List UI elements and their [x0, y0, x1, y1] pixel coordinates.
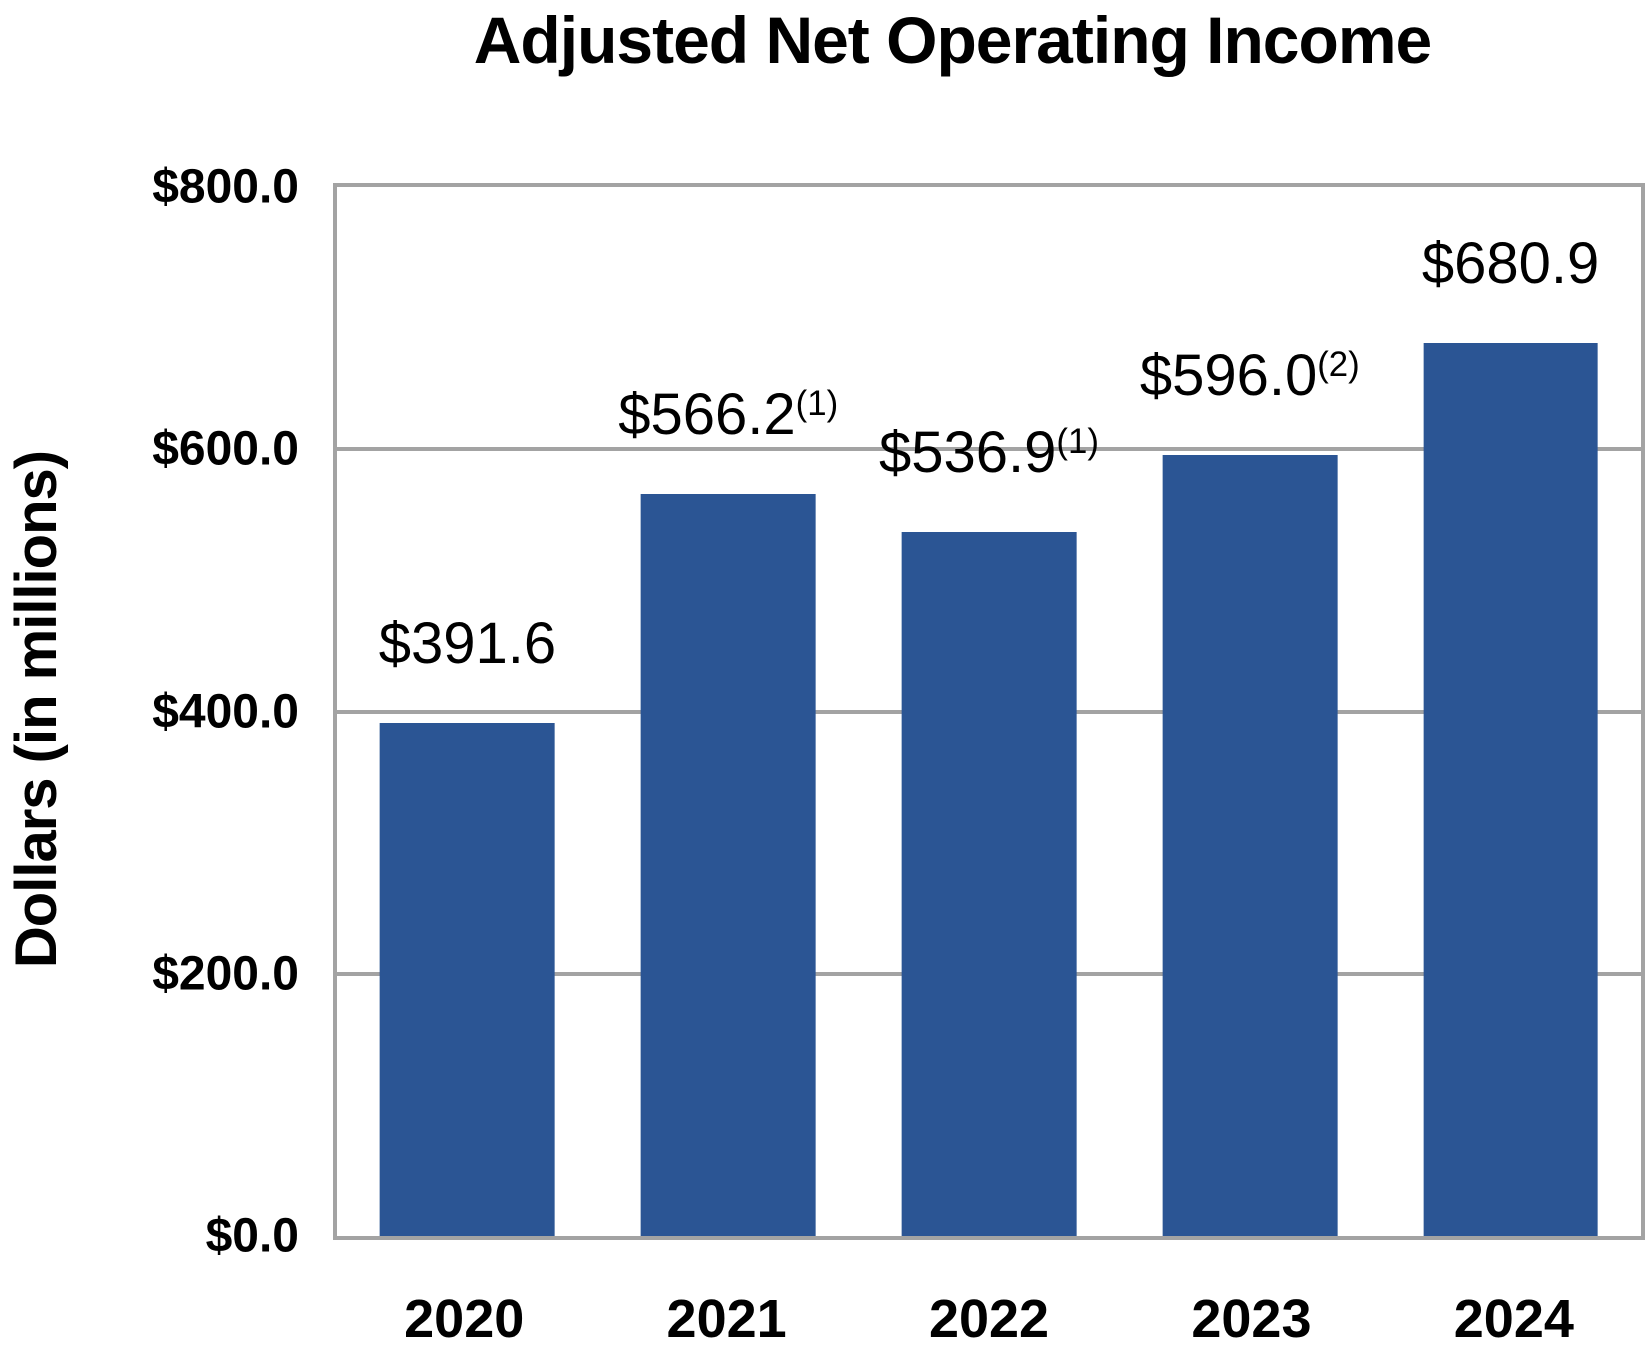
bar-2022: [901, 532, 1077, 1236]
footnote-marker: (2): [1317, 344, 1360, 384]
bar-2023: [1162, 454, 1338, 1236]
y-tick-label-0: $0.0: [205, 1209, 299, 1263]
gridline-600: [337, 447, 1641, 452]
footnote-marker: (1): [1056, 421, 1099, 461]
bar-2021: [640, 493, 816, 1236]
plot-area: $391.6 $566.2(1) $536.9(1) $596.0(2) $680.9 …: [152, 161, 1645, 1263]
x-axis-labels: 2020 2021 2022 2023 2024: [333, 1288, 1645, 1350]
x-tick-label-2023: 2023: [1191, 1289, 1312, 1349]
y-tick-label-200: $200.0: [152, 947, 299, 1001]
value-label-2022: $536.9(1): [879, 419, 1099, 486]
y-axis-title-text: Dollars (in millions): [4, 450, 70, 969]
value-label-2020: $391.6: [379, 610, 556, 677]
x-tick-label-2024: 2024: [1453, 1289, 1574, 1349]
x-tick-label-2021: 2021: [666, 1289, 787, 1349]
bar-slot-2020: $391.6: [337, 187, 598, 1236]
y-tick-label-400: $400.0: [152, 685, 299, 738]
y-tick-label-600: $600.0: [152, 422, 299, 476]
bar-slot-2023: $596.0(2): [1119, 187, 1380, 1236]
value-label-main: $680.9: [1421, 231, 1600, 297]
value-label-main: $391.6: [378, 610, 557, 676]
y-tick-label-800: $800.0: [152, 160, 299, 214]
bar-slots: $391.6 $566.2(1) $536.9(1) $596.0(2) $680.9: [337, 187, 1641, 1236]
value-label-main: $536.9: [879, 420, 1057, 485]
bar-2020: [380, 722, 555, 1236]
value-label-main: $566.2: [618, 381, 796, 447]
value-label-main: $596.0: [1139, 342, 1318, 408]
bar-slot-2021: $566.2(1): [598, 187, 859, 1236]
bar-2024: [1423, 343, 1598, 1236]
bar-slot-2022: $536.9(1): [859, 187, 1120, 1236]
y-axis-title: Dollars (in millions): [2, 183, 72, 1236]
footnote-marker: (1): [795, 383, 839, 423]
x-tick-label-2022: 2022: [928, 1289, 1050, 1349]
bar-slot-2024: $680.9: [1380, 187, 1641, 1236]
value-label-2021: $566.2(1): [618, 381, 838, 448]
value-label-2024: $680.9: [1422, 230, 1599, 297]
chart-title: Adjusted Net Operating Income: [473, 3, 1432, 77]
x-tick-label-2020: 2020: [404, 1289, 525, 1349]
value-label-2023: $596.0(2): [1140, 342, 1360, 409]
